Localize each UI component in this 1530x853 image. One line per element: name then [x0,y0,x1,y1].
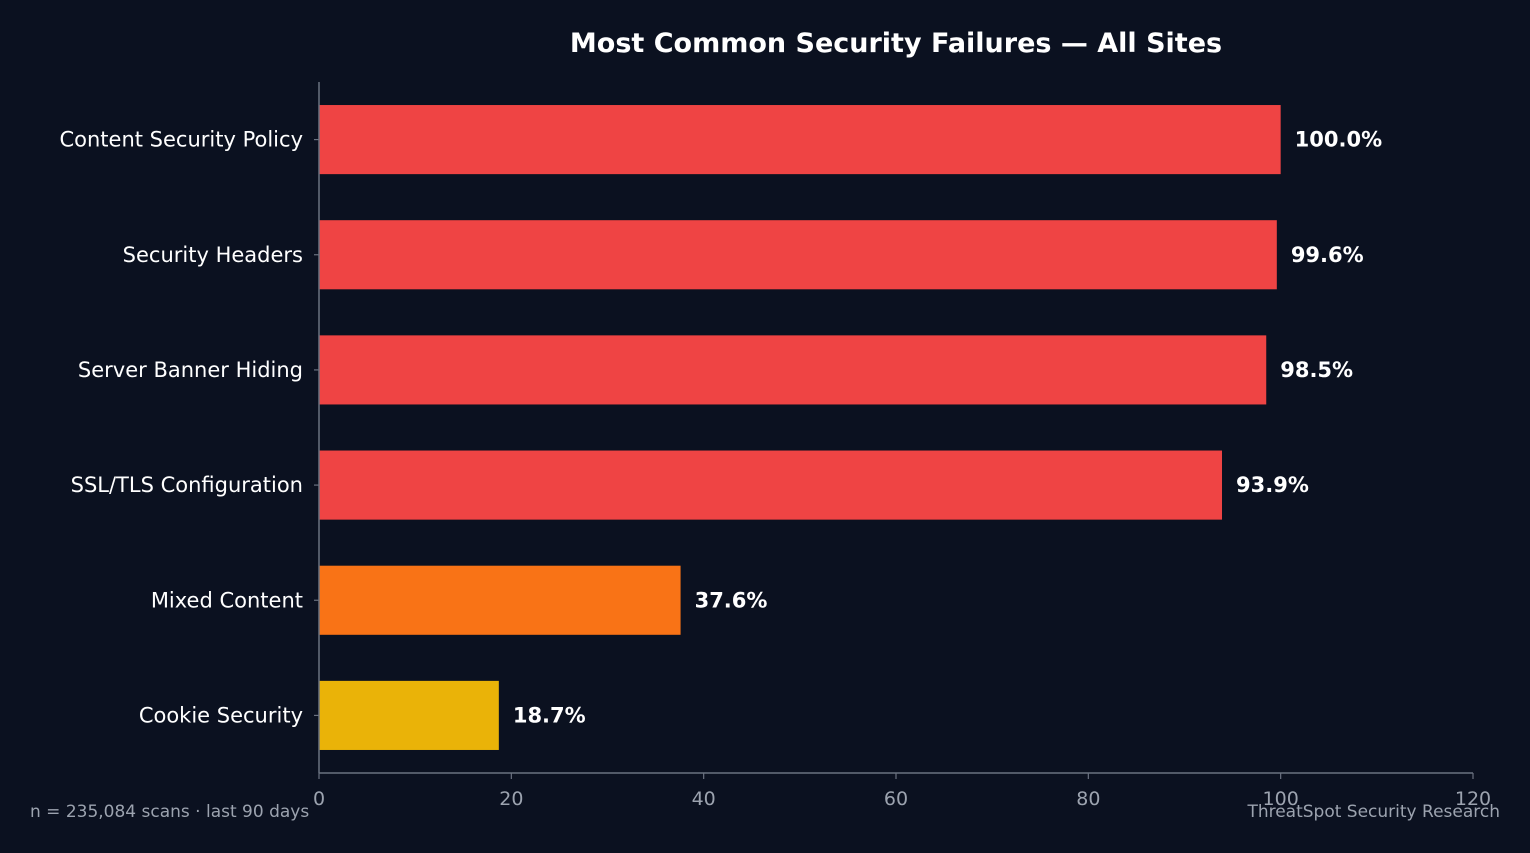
x-tick-label: 20 [499,788,523,810]
axes-group: Content Security Policy Security Headers S… [59,82,1491,810]
data-label: 93.9% [1236,473,1309,497]
data-label: 98.5% [1280,358,1353,382]
x-tick-label: 100 [1263,788,1299,810]
bars-group: 100.0% 99.6% 98.5% 93.9% 37.6% 18.7% [319,105,1382,750]
bar [319,335,1267,405]
x-tick-label: 120 [1455,788,1491,810]
category-label: Server Banner Hiding [78,358,303,382]
bar [319,220,1277,290]
footer-source: ThreatSpot Security Research [1247,802,1500,822]
bar [319,565,681,635]
x-tick-label: 60 [884,788,908,810]
data-label: 37.6% [695,588,768,612]
category-label: Security Headers [123,243,303,267]
category-label: Content Security Policy [59,128,303,152]
x-tick-label: 40 [692,788,716,810]
x-tick-label: 80 [1076,788,1100,810]
bar [319,680,499,750]
data-label: 100.0% [1295,128,1382,152]
data-label: 99.6% [1291,243,1364,267]
category-label: Cookie Security [139,703,303,727]
chart-title: Most Common Security Failures — All Site… [570,28,1222,59]
data-label: 18.7% [513,703,586,727]
bar [319,105,1281,175]
footer-sample-note: n = 235,084 scans · last 90 days [30,802,310,822]
category-label: Mixed Content [151,588,303,612]
bar [319,450,1223,520]
x-tick-label: 0 [313,788,325,810]
category-label: SSL/TLS Configuration [71,473,303,497]
